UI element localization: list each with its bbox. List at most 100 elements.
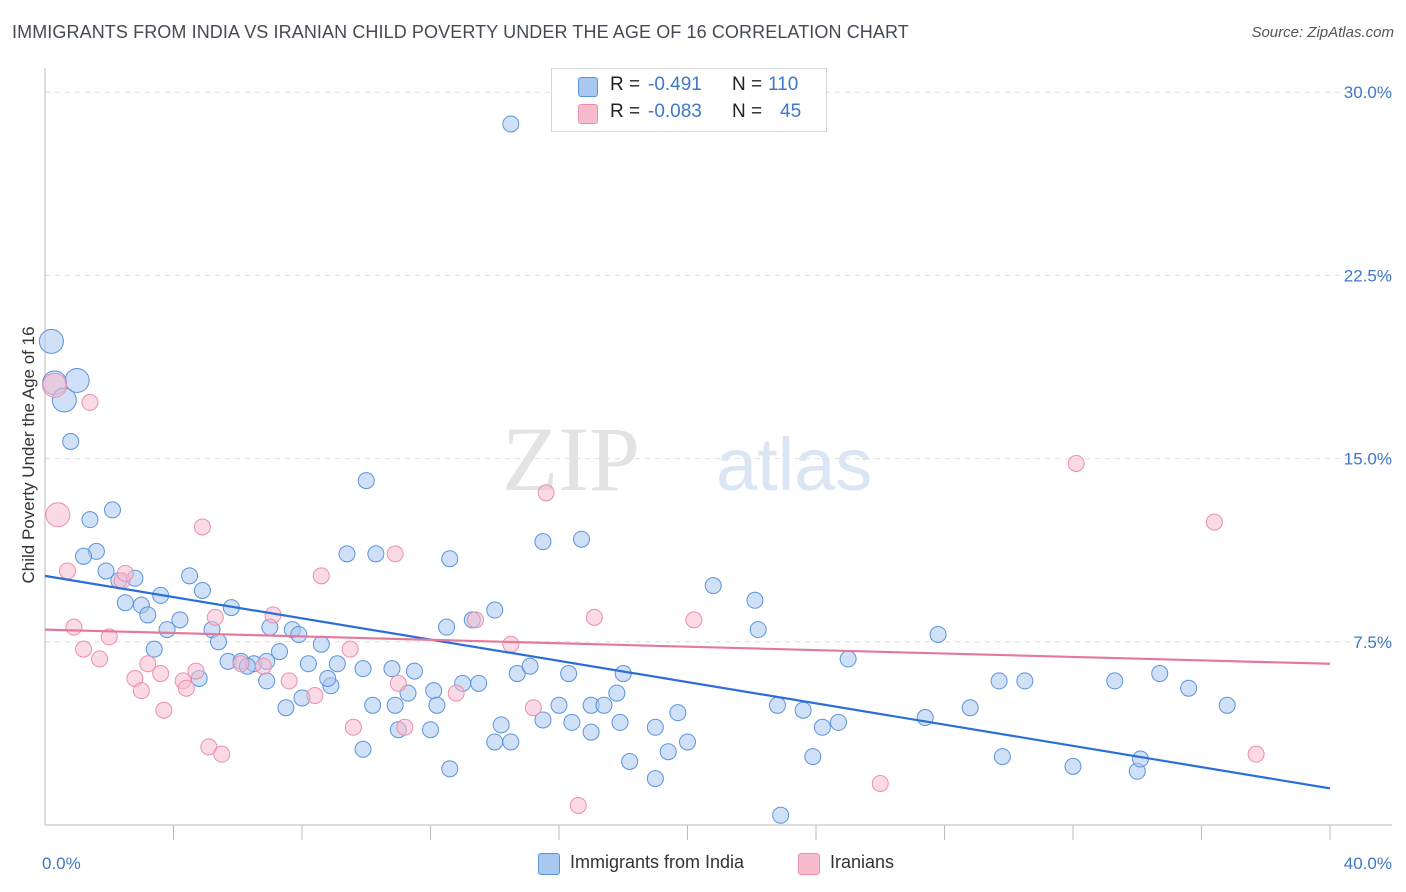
iranian-point	[139, 655, 157, 673]
india-point	[97, 562, 115, 580]
india-point	[438, 618, 456, 636]
iranian-point	[193, 518, 211, 536]
india-point	[608, 684, 626, 702]
india-point	[794, 701, 812, 719]
india-point	[299, 655, 317, 673]
y-tick-label: 30.0%	[1344, 83, 1392, 102]
iranian-point	[871, 774, 889, 792]
india-point	[277, 699, 295, 717]
iranian-point	[75, 640, 93, 658]
data-points	[38, 115, 1265, 824]
tick-labels: 7.5% 15.0% 22.5% 30.0% 0.0% 40.0%	[42, 83, 1392, 873]
india-point	[768, 696, 786, 714]
iranian-point	[206, 608, 224, 626]
india-point	[563, 713, 581, 731]
india-point	[621, 752, 639, 770]
iranian-point	[232, 655, 250, 673]
india-point	[81, 511, 99, 529]
india-point	[659, 743, 677, 761]
india-point	[354, 660, 372, 678]
iranian-point	[177, 679, 195, 697]
x-tick-label: 40.0%	[1344, 854, 1392, 873]
india-point	[64, 367, 90, 393]
india-point	[171, 611, 189, 629]
iranian-point	[100, 628, 118, 646]
iranian-point	[152, 665, 170, 683]
india-point	[312, 635, 330, 653]
source-note: Source: ZipAtlas.com	[1251, 24, 1394, 41]
iranian-point	[116, 564, 134, 582]
legend-label: Iranians	[830, 852, 895, 872]
india-point	[749, 621, 767, 639]
watermark: ZIP atlas	[502, 408, 872, 510]
india-point	[193, 582, 211, 600]
india-point	[422, 721, 439, 739]
india-point	[534, 533, 552, 551]
india-swatch	[538, 853, 560, 875]
india-point	[486, 601, 504, 619]
iranian-point	[132, 682, 150, 700]
iranian-point	[569, 796, 587, 814]
iranian-point	[386, 545, 404, 563]
iranians-swatch	[798, 853, 820, 875]
india-point	[839, 650, 857, 668]
india-point	[521, 657, 539, 675]
india-point	[582, 723, 600, 741]
y-tick-label: 15.0%	[1344, 450, 1392, 469]
n-value: 45	[780, 101, 802, 122]
iranian-point	[1067, 454, 1085, 472]
india-point	[646, 770, 664, 788]
y-axis-label: Child Poverty Under the Age of 16	[19, 326, 38, 583]
india-point	[116, 594, 134, 612]
iranian-point	[396, 718, 414, 736]
india-point	[38, 328, 64, 354]
india-point	[502, 115, 520, 133]
india-point	[813, 718, 831, 736]
india-point	[829, 713, 847, 731]
r-value: -0.083	[648, 101, 702, 122]
india-point	[746, 591, 764, 609]
india-point	[425, 682, 443, 700]
india-point	[990, 672, 1008, 690]
india-point	[1064, 757, 1082, 775]
india-point	[383, 660, 401, 678]
trend-lines	[44, 574, 1331, 790]
iranian-point	[389, 674, 407, 692]
india-point	[75, 547, 93, 565]
iranian-point	[200, 738, 218, 756]
india-point	[560, 665, 578, 683]
iranian-point	[155, 701, 173, 719]
india-point	[993, 748, 1011, 766]
india-point	[271, 643, 289, 661]
india-point	[386, 696, 404, 714]
india-point	[405, 662, 423, 680]
india-point	[441, 760, 459, 778]
india-point	[470, 674, 488, 692]
india-point	[508, 665, 526, 683]
iranian-point	[1205, 513, 1223, 531]
india-point	[62, 433, 80, 451]
watermark-zip: ZIP	[502, 408, 640, 510]
india-point	[804, 748, 822, 766]
n-value: 110	[768, 74, 799, 95]
axes	[44, 68, 1392, 840]
india-point	[611, 713, 629, 731]
iranian-point	[341, 640, 359, 658]
india-point	[679, 733, 696, 751]
india-point	[595, 696, 613, 714]
india-point	[1016, 672, 1034, 690]
india-point	[614, 665, 632, 683]
iranian-point	[58, 562, 76, 580]
iranians-swatch	[578, 104, 598, 124]
iranian-point	[344, 718, 362, 736]
india-point	[357, 472, 375, 490]
iranian-point	[685, 611, 703, 629]
grid-lines	[45, 91, 1392, 643]
india-point	[290, 625, 308, 643]
india-point	[669, 704, 687, 722]
india-point	[704, 577, 722, 595]
n-label: N =	[732, 101, 763, 122]
india-point	[428, 696, 446, 714]
iranian-point	[524, 699, 542, 717]
